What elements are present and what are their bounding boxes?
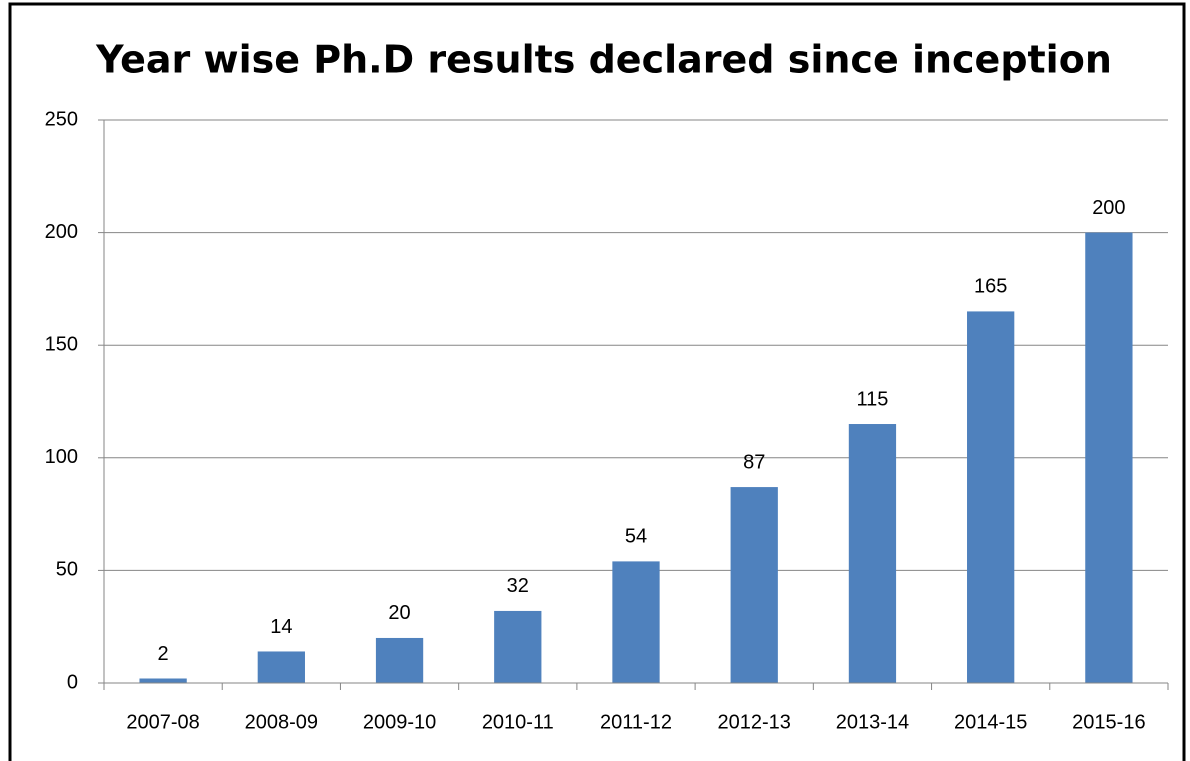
data-label: 20 bbox=[388, 602, 410, 624]
bar bbox=[375, 637, 424, 683]
y-tick-label: 200 bbox=[45, 221, 78, 243]
chart-border bbox=[8, 2, 1186, 761]
bar bbox=[730, 487, 778, 683]
x-tick-label: 2011-12 bbox=[600, 711, 672, 733]
data-label: 115 bbox=[856, 388, 888, 410]
bar bbox=[612, 561, 660, 683]
x-tick-label: 2007-08 bbox=[126, 711, 199, 733]
y-tick-label: 0 bbox=[67, 671, 78, 693]
data-label: 14 bbox=[270, 616, 292, 638]
x-tick-label: 2012-13 bbox=[718, 711, 791, 733]
y-tick-label: 250 bbox=[45, 108, 78, 130]
x-tick-label: 2009-10 bbox=[363, 711, 436, 733]
y-tick-label: 50 bbox=[56, 559, 78, 581]
data-label: 165 bbox=[974, 276, 1007, 298]
bar bbox=[1085, 232, 1133, 683]
data-label: 200 bbox=[1092, 197, 1125, 219]
y-tick-label: 100 bbox=[45, 446, 78, 468]
data-label: 87 bbox=[743, 451, 765, 473]
bar bbox=[139, 678, 187, 683]
bar bbox=[494, 610, 542, 683]
x-tick-label: 2010-11 bbox=[482, 711, 554, 733]
x-tick-label: 2014-15 bbox=[954, 711, 1027, 733]
x-tick-label: 2008-09 bbox=[245, 711, 318, 733]
chart-title: Year wise Ph.D results declared since in… bbox=[95, 38, 1112, 82]
bar bbox=[257, 651, 305, 683]
x-tick-label: 2013-14 bbox=[836, 711, 909, 733]
y-tick-label: 150 bbox=[45, 333, 78, 355]
bar bbox=[848, 424, 897, 683]
data-label: 54 bbox=[625, 526, 647, 548]
data-label: 2 bbox=[158, 643, 169, 665]
data-label: 32 bbox=[507, 575, 529, 597]
bar bbox=[967, 311, 1015, 683]
x-tick-label: 2015-16 bbox=[1072, 711, 1145, 733]
